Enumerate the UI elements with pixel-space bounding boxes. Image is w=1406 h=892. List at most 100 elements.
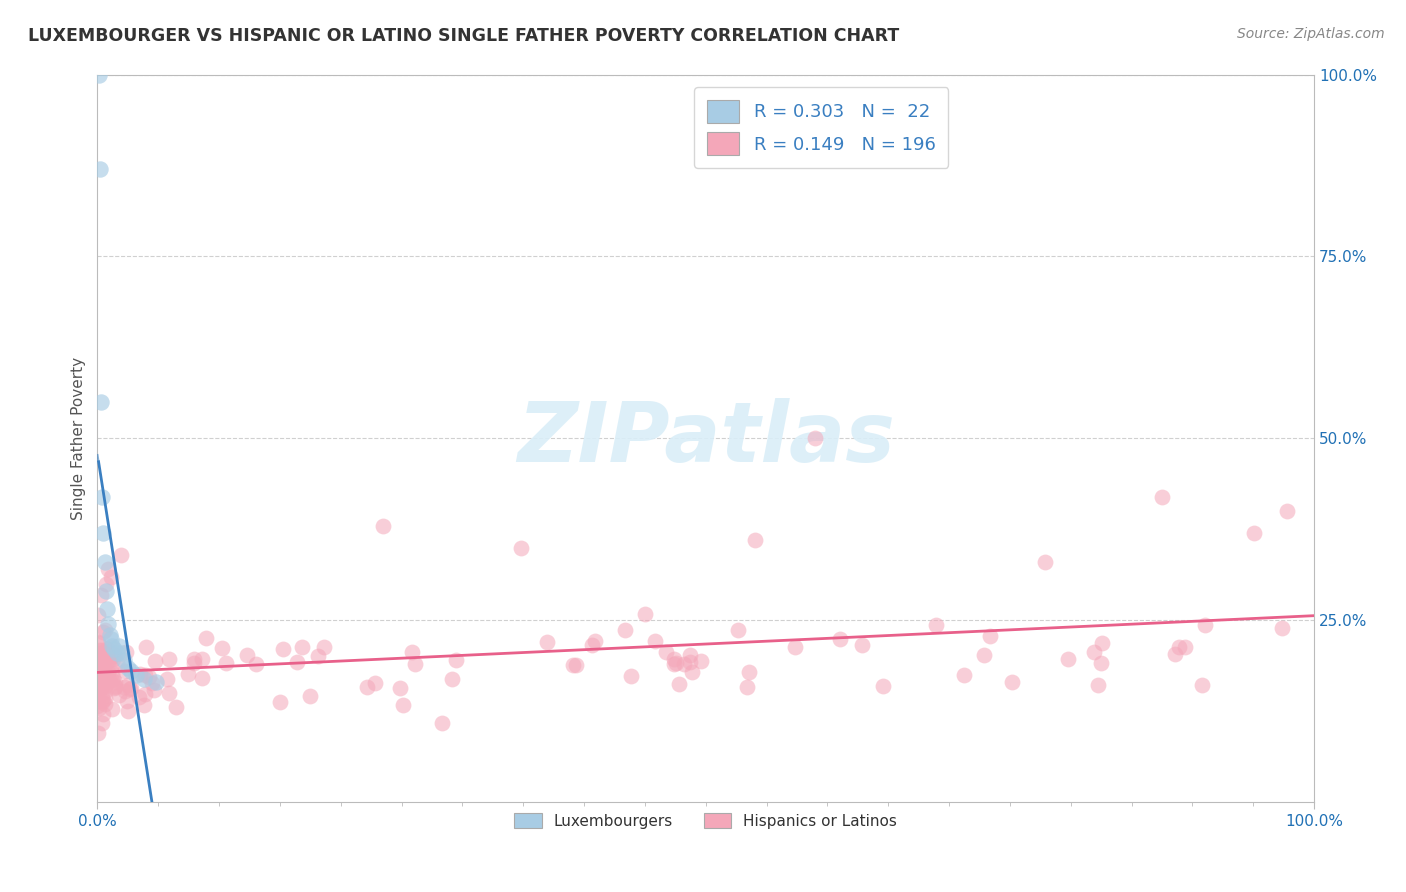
Point xyxy=(87,68,110,82)
Point xyxy=(86,691,108,706)
Point xyxy=(561,657,583,672)
Point xyxy=(87,673,110,687)
Point xyxy=(190,651,212,665)
Point xyxy=(156,672,179,686)
Point xyxy=(157,686,180,700)
Point xyxy=(86,658,108,673)
Point xyxy=(1243,526,1265,541)
Point xyxy=(89,657,111,672)
Point xyxy=(97,653,120,667)
Point xyxy=(91,655,114,669)
Point xyxy=(679,656,702,670)
Point xyxy=(101,639,124,653)
Point xyxy=(94,623,117,637)
Point xyxy=(388,681,411,696)
Point xyxy=(118,682,141,697)
Point xyxy=(91,490,114,504)
Point xyxy=(93,707,115,722)
Point xyxy=(89,700,111,714)
Point xyxy=(104,680,127,694)
Point xyxy=(97,617,120,632)
Point xyxy=(87,725,110,739)
Point xyxy=(128,690,150,704)
Point xyxy=(679,648,702,663)
Point xyxy=(620,669,643,683)
Point xyxy=(94,664,117,678)
Point xyxy=(100,650,122,665)
Point xyxy=(132,672,155,686)
Point xyxy=(90,657,112,672)
Point xyxy=(183,652,205,666)
Point xyxy=(100,673,122,687)
Point xyxy=(86,656,108,670)
Text: LUXEMBOURGER VS HISPANIC OR LATINO SINGLE FATHER POVERTY CORRELATION CHART: LUXEMBOURGER VS HISPANIC OR LATINO SINGL… xyxy=(28,27,900,45)
Point xyxy=(90,658,112,673)
Point xyxy=(103,648,125,662)
Point xyxy=(583,634,606,648)
Point xyxy=(90,681,112,696)
Point xyxy=(744,533,766,548)
Point xyxy=(108,639,131,653)
Point xyxy=(94,577,117,591)
Point xyxy=(271,641,294,656)
Point xyxy=(115,694,138,708)
Point xyxy=(1087,678,1109,692)
Point xyxy=(662,652,685,666)
Point xyxy=(117,704,139,718)
Point xyxy=(1194,618,1216,632)
Point xyxy=(96,602,118,616)
Point xyxy=(872,679,894,693)
Point xyxy=(87,636,110,650)
Point xyxy=(138,670,160,684)
Point xyxy=(87,607,110,622)
Point xyxy=(105,657,128,671)
Point xyxy=(90,667,112,681)
Point xyxy=(432,716,454,731)
Point xyxy=(1271,621,1294,635)
Point xyxy=(94,690,117,705)
Point xyxy=(86,634,108,648)
Point xyxy=(100,640,122,654)
Point xyxy=(87,660,110,674)
Point xyxy=(125,668,148,682)
Point xyxy=(364,676,387,690)
Point xyxy=(94,684,117,698)
Point xyxy=(94,584,117,599)
Point xyxy=(1056,651,1078,665)
Point xyxy=(735,680,758,694)
Point xyxy=(103,679,125,693)
Point xyxy=(97,562,120,576)
Point xyxy=(111,646,134,660)
Point xyxy=(94,651,117,665)
Point xyxy=(91,648,114,663)
Point xyxy=(117,678,139,692)
Point xyxy=(86,694,108,708)
Point xyxy=(1090,656,1112,670)
Legend: Luxembourgers, Hispanics or Latinos: Luxembourgers, Hispanics or Latinos xyxy=(508,806,904,835)
Point xyxy=(86,683,108,698)
Point xyxy=(510,541,533,555)
Point xyxy=(93,679,115,693)
Point xyxy=(145,675,167,690)
Point xyxy=(979,629,1001,643)
Point xyxy=(91,665,114,679)
Point xyxy=(655,645,678,659)
Point xyxy=(87,665,110,679)
Point xyxy=(404,657,426,671)
Point xyxy=(101,652,124,666)
Point xyxy=(86,676,108,690)
Point xyxy=(91,693,114,707)
Point xyxy=(87,679,110,693)
Point xyxy=(114,664,136,678)
Point xyxy=(157,652,180,666)
Point xyxy=(96,644,118,658)
Point xyxy=(973,648,995,662)
Point xyxy=(401,644,423,658)
Point xyxy=(89,648,111,662)
Point xyxy=(536,635,558,649)
Point xyxy=(830,632,852,647)
Point xyxy=(142,682,165,697)
Point xyxy=(87,673,110,687)
Point xyxy=(738,665,761,680)
Point xyxy=(117,660,139,674)
